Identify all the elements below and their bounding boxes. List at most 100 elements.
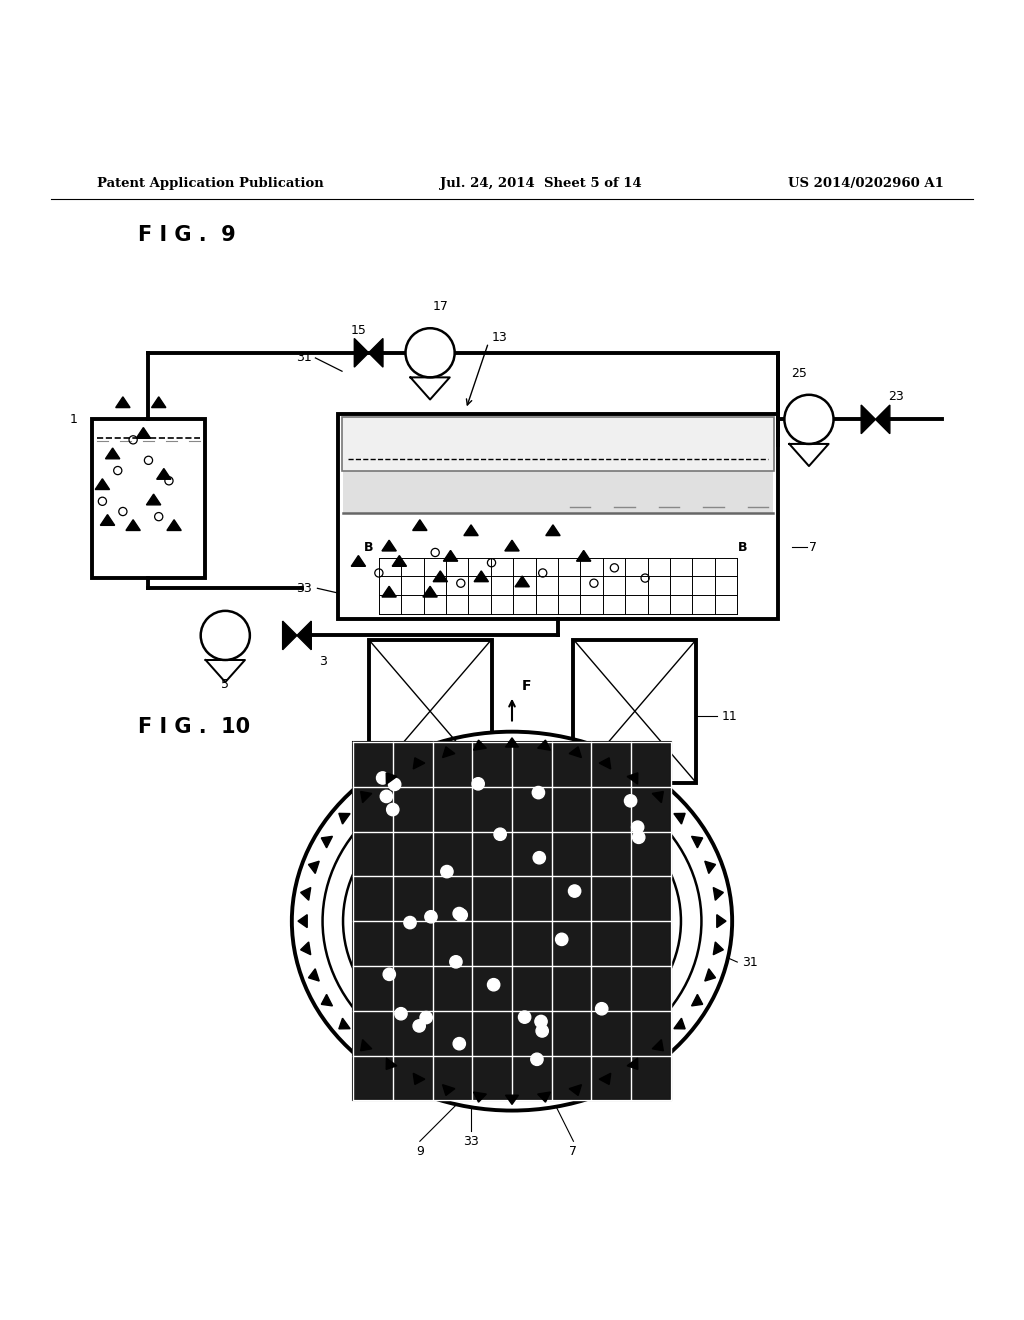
Polygon shape <box>339 813 350 824</box>
Polygon shape <box>473 741 486 750</box>
Polygon shape <box>95 479 110 490</box>
Polygon shape <box>301 942 310 954</box>
Bar <box>342 417 774 470</box>
Text: 15: 15 <box>350 323 367 337</box>
Polygon shape <box>705 861 716 874</box>
Text: 9: 9 <box>416 1144 424 1158</box>
Polygon shape <box>442 1085 455 1096</box>
Text: 11: 11 <box>722 710 737 723</box>
Polygon shape <box>413 520 427 531</box>
Polygon shape <box>717 915 726 928</box>
Polygon shape <box>442 747 455 758</box>
Ellipse shape <box>292 731 732 1110</box>
Polygon shape <box>515 576 529 587</box>
Polygon shape <box>691 994 702 1006</box>
Text: 9: 9 <box>553 758 561 771</box>
Circle shape <box>201 611 250 660</box>
Polygon shape <box>308 861 319 874</box>
Polygon shape <box>599 758 610 770</box>
Polygon shape <box>652 792 664 803</box>
Polygon shape <box>386 772 397 784</box>
Polygon shape <box>506 738 518 747</box>
Polygon shape <box>705 969 716 981</box>
Circle shape <box>556 933 568 945</box>
Text: 13: 13 <box>492 331 507 345</box>
Polygon shape <box>386 1059 397 1069</box>
Polygon shape <box>297 622 311 649</box>
Circle shape <box>530 1053 543 1065</box>
Polygon shape <box>627 1059 638 1069</box>
Polygon shape <box>283 622 297 649</box>
Polygon shape <box>505 540 519 550</box>
Text: 31: 31 <box>742 956 758 969</box>
Polygon shape <box>423 586 437 597</box>
Text: 33: 33 <box>463 1135 479 1148</box>
Polygon shape <box>136 428 151 438</box>
Circle shape <box>425 911 437 923</box>
Circle shape <box>568 884 581 898</box>
Polygon shape <box>652 1040 664 1051</box>
Polygon shape <box>100 515 115 525</box>
Circle shape <box>413 1020 425 1032</box>
Bar <box>92 420 205 578</box>
Polygon shape <box>538 1092 551 1102</box>
Circle shape <box>387 804 399 816</box>
Text: F I G .  10: F I G . 10 <box>138 717 250 737</box>
Circle shape <box>420 1011 432 1024</box>
Polygon shape <box>167 520 181 531</box>
Text: 1: 1 <box>70 413 78 426</box>
Text: 7: 7 <box>569 1144 578 1158</box>
Text: US 2014/0202960 A1: US 2014/0202960 A1 <box>788 177 944 190</box>
Text: 25: 25 <box>791 367 807 380</box>
Circle shape <box>450 956 462 968</box>
Polygon shape <box>301 887 310 900</box>
Circle shape <box>406 329 455 378</box>
Circle shape <box>487 978 500 991</box>
Polygon shape <box>714 942 723 954</box>
Text: 5: 5 <box>221 678 229 692</box>
Polygon shape <box>627 772 638 784</box>
Ellipse shape <box>323 763 701 1080</box>
Circle shape <box>383 968 395 981</box>
Polygon shape <box>382 540 396 550</box>
Polygon shape <box>360 1040 372 1051</box>
Polygon shape <box>322 837 333 847</box>
Polygon shape <box>473 1092 486 1102</box>
Polygon shape <box>369 338 383 367</box>
Bar <box>338 414 778 619</box>
Polygon shape <box>116 397 130 408</box>
Polygon shape <box>433 572 447 582</box>
Circle shape <box>395 1007 408 1020</box>
Text: 23: 23 <box>888 391 904 404</box>
Polygon shape <box>674 813 685 824</box>
Text: B: B <box>738 541 748 554</box>
Circle shape <box>380 791 392 803</box>
Circle shape <box>632 821 644 833</box>
Polygon shape <box>506 1096 518 1105</box>
Polygon shape <box>538 741 551 750</box>
Circle shape <box>388 779 400 791</box>
Text: 7: 7 <box>809 541 817 554</box>
Polygon shape <box>382 586 396 597</box>
Polygon shape <box>474 572 488 582</box>
Polygon shape <box>714 887 723 900</box>
Circle shape <box>472 777 484 789</box>
Polygon shape <box>569 1085 582 1096</box>
Circle shape <box>454 1038 466 1049</box>
Bar <box>353 742 671 1101</box>
Circle shape <box>532 787 545 799</box>
Ellipse shape <box>343 783 681 1060</box>
Circle shape <box>596 1003 608 1015</box>
Circle shape <box>453 907 465 920</box>
Polygon shape <box>322 994 333 1006</box>
Text: B: B <box>364 541 373 554</box>
Circle shape <box>534 851 546 863</box>
Polygon shape <box>157 469 171 479</box>
Circle shape <box>536 1024 548 1038</box>
Polygon shape <box>599 1073 610 1085</box>
Polygon shape <box>691 837 702 847</box>
Polygon shape <box>126 520 140 531</box>
Polygon shape <box>360 792 372 803</box>
Circle shape <box>535 1015 547 1028</box>
Polygon shape <box>146 494 161 504</box>
